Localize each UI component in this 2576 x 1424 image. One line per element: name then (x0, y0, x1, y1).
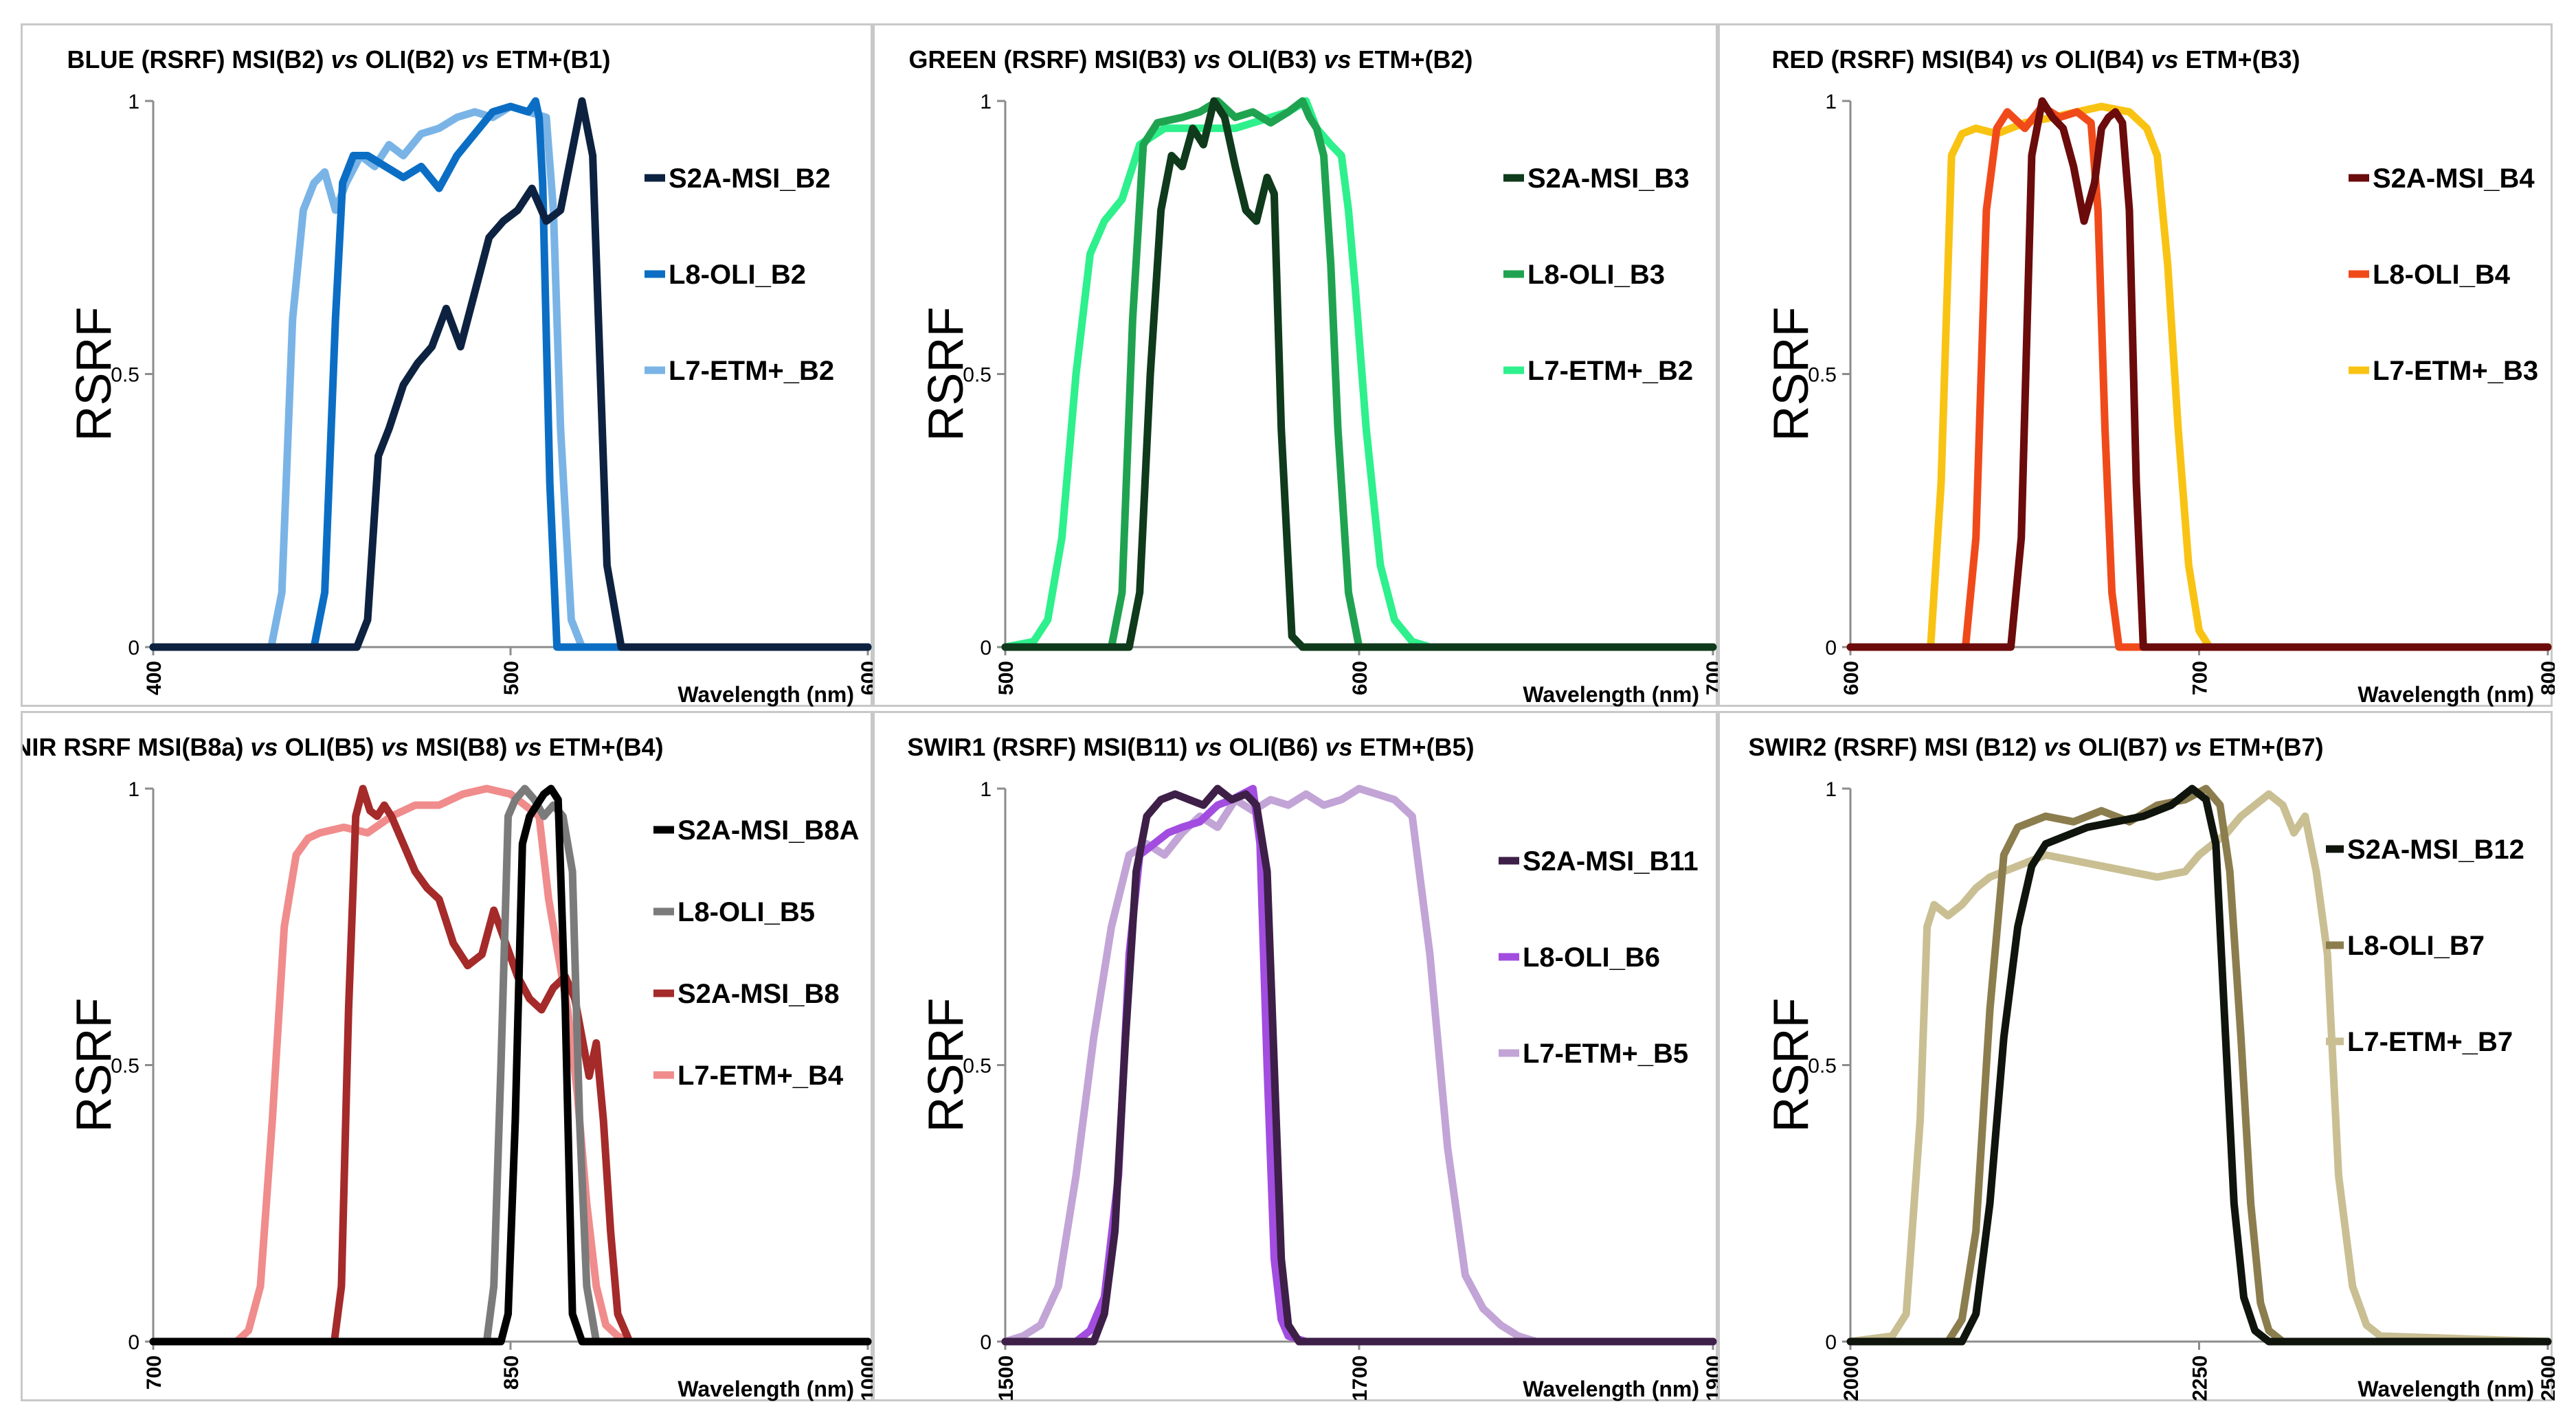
x-tick-label: 2250 (2189, 1355, 2212, 1401)
legend-label: L7-ETM+_B4 (677, 1061, 844, 1091)
chart-svg: RED (RSRF) MSI(B4) vs OLI(B4) vs ETM+(B3… (1764, 45, 2560, 707)
chart-panel-4: NIR RSRF MSI(B8a) vs OLI(B5) vs MSI(B8) … (14, 711, 880, 1401)
chart-svg: BLUE (RSRF) MSI(B2) vs OLI(B2) vs ETM+(B… (67, 45, 880, 707)
y-tick-label: 0.5 (963, 1055, 992, 1078)
legend-label: L8-OLI_B7 (2347, 931, 2485, 961)
y-tick-label: 0.5 (963, 364, 992, 387)
chart-title: SWIR2 (RSRF) MSI (B12) vs OLI(B7) vs ETM… (1748, 733, 2323, 761)
series-line-s2a-msi-b3 (1001, 97, 1717, 651)
series-line-l7-etm-b4 (149, 784, 872, 1346)
legend-label: L8-OLI_B4 (2373, 260, 2511, 290)
legend-label: S2A-MSI_B3 (1527, 163, 1690, 194)
x-axis-label: Wavelength (nm) (677, 682, 854, 707)
legend-label: L7-ETM+_B2 (669, 356, 834, 386)
y-tick-label: 0.5 (1808, 364, 1837, 387)
legend-label: S2A-MSI_B8A (677, 815, 860, 846)
y-axis-label: RSRF (1764, 307, 1819, 442)
series-line-s2a-msi-b12 (1846, 784, 2552, 1346)
y-axis-label: RSRF (67, 998, 122, 1133)
x-tick-label: 1700 (1349, 1355, 1371, 1401)
series-line-l8-oli-b4 (1846, 102, 2552, 651)
series-line-l7-etm-b7 (1846, 790, 2552, 1346)
legend-label: L8-OLI_B6 (1523, 942, 1660, 973)
chart-panel-6: SWIR2 (RSRF) MSI (B12) vs OLI(B7) vs ETM… (1718, 711, 2560, 1401)
x-tick-label: 400 (143, 661, 166, 695)
series-line-l7-etm-b5 (1001, 784, 1717, 1346)
x-tick-label: 1500 (995, 1355, 1018, 1401)
legend-label: L7-ETM+_B7 (2347, 1027, 2513, 1057)
series-line-l8-oli-b2 (149, 97, 872, 651)
legend-label: L7-ETM+_B5 (1523, 1039, 1688, 1069)
y-axis-label: RSRF (919, 307, 974, 442)
chart-panel-5: SWIR1 (RSRF) MSI(B11) vs OLI(B6) vs ETM+… (873, 711, 1725, 1401)
series-line-s2a-msi-b11 (1001, 784, 1717, 1346)
y-tick-label: 1 (1825, 778, 1837, 801)
series-line-s2a-msi-b2 (149, 97, 872, 651)
y-tick-label: 0 (1825, 1331, 1837, 1354)
x-axis-label: Wavelength (nm) (2357, 1377, 2534, 1401)
legend-label: S2A-MSI_B12 (2347, 835, 2524, 865)
y-tick-label: 1 (1825, 91, 1837, 113)
x-tick-label: 600 (1349, 661, 1371, 695)
x-axis-label: Wavelength (nm) (677, 1377, 854, 1401)
chart-svg: NIR RSRF MSI(B8a) vs OLI(B5) vs MSI(B8) … (14, 733, 880, 1401)
x-axis-label: Wavelength (nm) (2357, 682, 2534, 707)
chart-svg: SWIR1 (RSRF) MSI(B11) vs OLI(B6) vs ETM+… (907, 733, 1725, 1401)
x-axis-label: Wavelength (nm) (1523, 1377, 1699, 1401)
x-tick-label: 2500 (2538, 1355, 2555, 1401)
y-axis-label: RSRF (67, 307, 122, 442)
series-line-s2a-msi-b8a (149, 784, 872, 1346)
y-tick-label: 0 (980, 1331, 992, 1354)
series-line-l7-etm-b3 (1846, 102, 2552, 651)
legend-label: L7-ETM+_B3 (2373, 356, 2538, 386)
legend-label: S2A-MSI_B11 (1523, 846, 1699, 877)
x-tick-label: 800 (2538, 661, 2555, 695)
series-line-l7-etm-b2 (149, 102, 872, 651)
y-tick-label: 0 (1825, 637, 1837, 659)
x-tick-label: 700 (143, 1355, 166, 1390)
x-tick-label: 850 (500, 1355, 523, 1390)
chart-title: NIR RSRF MSI(B8a) vs OLI(B5) vs MSI(B8) … (23, 733, 664, 761)
chart-title: SWIR1 (RSRF) MSI(B11) vs OLI(B6) vs ETM+… (907, 733, 1474, 761)
legend-label: L8-OLI_B2 (669, 260, 806, 290)
y-tick-label: 0 (128, 1331, 139, 1354)
y-tick-label: 0.5 (111, 1055, 139, 1078)
y-tick-label: 0 (980, 637, 992, 659)
legend-label: S2A-MSI_B2 (669, 163, 831, 194)
chart-panel-1: BLUE (RSRF) MSI(B2) vs OLI(B2) vs ETM+(B… (21, 23, 880, 707)
y-axis-label: RSRF (1764, 998, 1819, 1133)
y-tick-label: 1 (980, 91, 992, 113)
y-tick-label: 1 (980, 778, 992, 801)
series-line-s2a-msi-b8 (149, 784, 872, 1346)
chart-panel-2: GREEN (RSRF) MSI(B3) vs OLI(B3) vs ETM+(… (873, 23, 1725, 707)
legend-label: L8-OLI_B5 (677, 897, 815, 927)
chart-panel-3: RED (RSRF) MSI(B4) vs OLI(B4) vs ETM+(B3… (1718, 23, 2560, 707)
y-axis-label: RSRF (919, 998, 974, 1133)
x-tick-label: 2000 (1840, 1355, 1863, 1401)
y-tick-label: 1 (128, 778, 139, 801)
series-line-l8-oli-b3 (1001, 97, 1717, 651)
x-tick-label: 600 (1840, 661, 1863, 695)
chart-title: BLUE (RSRF) MSI(B2) vs OLI(B2) vs ETM+(B… (67, 45, 610, 74)
legend-label: L7-ETM+_B2 (1527, 356, 1693, 386)
y-tick-label: 1 (128, 91, 139, 113)
chart-title: GREEN (RSRF) MSI(B3) vs OLI(B3) vs ETM+(… (908, 45, 1472, 74)
legend-label: S2A-MSI_B4 (2373, 163, 2535, 194)
x-tick-label: 500 (995, 661, 1018, 695)
legend-label: S2A-MSI_B8 (677, 979, 840, 1009)
y-tick-label: 0.5 (1808, 1055, 1837, 1078)
x-tick-label: 500 (500, 661, 523, 695)
y-tick-label: 0 (128, 637, 139, 659)
chart-title: RED (RSRF) MSI(B4) vs OLI(B4) vs ETM+(B3… (1771, 45, 2300, 74)
y-tick-label: 0.5 (111, 364, 139, 387)
series-line-s2a-msi-b4 (1846, 97, 2552, 651)
chart-svg: SWIR2 (RSRF) MSI (B12) vs OLI(B7) vs ETM… (1748, 733, 2560, 1401)
chart-svg: GREEN (RSRF) MSI(B3) vs OLI(B3) vs ETM+(… (908, 45, 1725, 707)
series-line-l8-oli-b7 (1846, 784, 2552, 1346)
x-axis-label: Wavelength (nm) (1523, 682, 1699, 707)
x-tick-label: 700 (2189, 661, 2212, 695)
legend-label: L8-OLI_B3 (1527, 260, 1665, 290)
